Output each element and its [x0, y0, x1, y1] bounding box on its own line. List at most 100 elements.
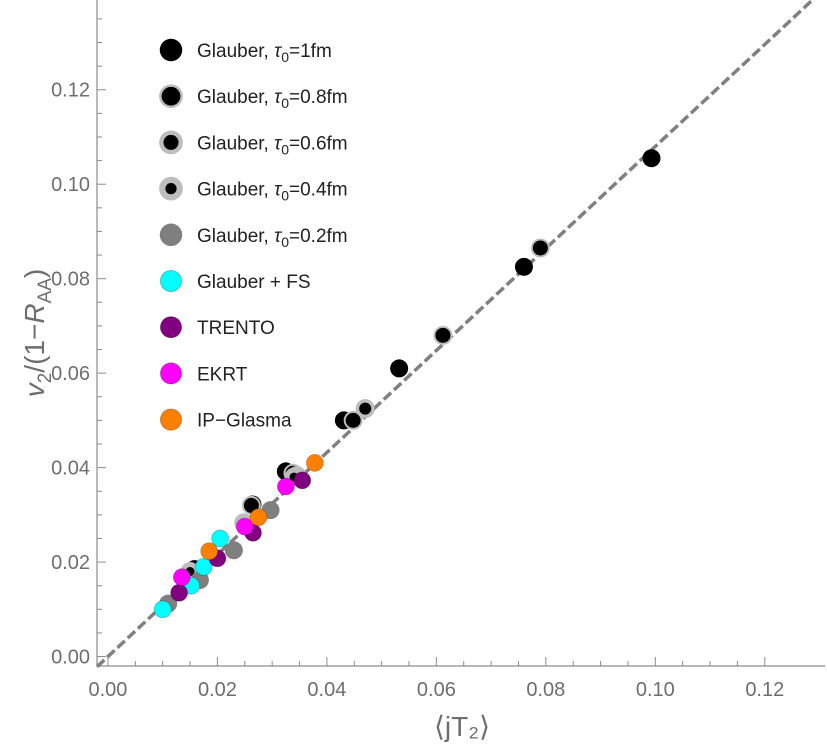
y-tick-label: 0.06	[51, 363, 90, 385]
legend-marker-dot	[160, 317, 181, 338]
x-axis-title: ⟨jT₂⟩	[434, 711, 490, 742]
legend-item: Glauber, τ0=0.2fm	[160, 224, 348, 250]
legend-label: Glauber, τ0=0.6fm	[197, 133, 348, 157]
legend-label: EKRT	[197, 364, 248, 385]
legend-item: Glauber + FS	[160, 270, 310, 293]
y-ticks: 0.00 0.02 0.04 0.06 0.08 0.10 0.12	[51, 19, 106, 669]
data-point	[250, 509, 267, 526]
legend-label-value: =0.8fm	[289, 87, 348, 108]
data-point-dot	[642, 149, 660, 167]
legend-marker-dot	[160, 270, 181, 291]
y-axis-title-mid: /(1−	[19, 324, 50, 373]
x-tick-label: 0.02	[198, 679, 237, 701]
x-tick-label: 0.12	[745, 679, 784, 701]
legend-item: Glauber, τ0=0.6fm	[159, 131, 348, 158]
data-point-dot	[201, 543, 218, 560]
legend-item: EKRT	[160, 363, 247, 386]
legend-label-prefix: Glauber,	[197, 87, 274, 108]
x-tick-label: 0.06	[417, 679, 456, 701]
data-point-dot	[390, 359, 408, 377]
legend-label: Glauber, τ0=1fm	[197, 41, 332, 65]
y-tick-label: 0.04	[51, 458, 90, 480]
legend-label-value: =0.6fm	[289, 133, 348, 154]
legend-label: IP−Glasma	[197, 411, 292, 432]
legend-marker-dot	[160, 409, 181, 430]
data-point-dot	[294, 472, 311, 489]
data-point	[531, 238, 550, 257]
legend-item: TRENTO	[160, 317, 274, 340]
x-tick-label: 0.08	[526, 679, 565, 701]
data-point-dot	[154, 601, 171, 618]
legend-label-value: =0.2fm	[289, 226, 348, 247]
legend-label: TRENTO	[197, 318, 275, 339]
y-tick-label: 0.02	[51, 552, 90, 574]
legend-marker	[159, 84, 183, 108]
x-ticks: 0.00 0.02 0.04 0.06 0.08 0.10 0.12	[88, 657, 784, 701]
legend-label: Glauber, τ0=0.8fm	[197, 87, 348, 111]
data-point	[171, 584, 188, 601]
data-point-dot	[173, 569, 190, 586]
legend-label-value: =1fm	[289, 41, 332, 62]
legend-label: Glauber + FS	[197, 272, 311, 293]
data-point	[433, 326, 452, 345]
legend-item: Glauber, τ0=0.4fm	[159, 177, 348, 204]
legend-marker	[160, 317, 181, 338]
y-tick-label: 0.00	[51, 647, 90, 669]
data-point	[201, 543, 218, 560]
legend-marker-dot	[160, 224, 183, 247]
data-point	[306, 454, 323, 471]
legend-marker-core	[162, 87, 181, 106]
data-point-dot	[225, 541, 243, 559]
legend-label-prefix: Glauber,	[197, 226, 274, 247]
data-point	[390, 359, 408, 377]
data-point-core	[533, 240, 548, 255]
data-point	[225, 541, 243, 559]
x-tick-label: 0.10	[636, 679, 675, 701]
data-point	[642, 149, 660, 167]
y-axis-title-subAA: AA	[35, 278, 56, 304]
legend-item: Glauber, τ0=0.8fm	[159, 84, 348, 111]
y-tick-label: 0.12	[51, 80, 90, 102]
y-axis-title-sub2: 2	[35, 373, 56, 384]
data-point	[173, 569, 190, 586]
legend-item: Glauber, τ0=1fm	[160, 39, 332, 65]
legend-marker-core	[165, 183, 176, 194]
legend-label-prefix: Glauber,	[197, 41, 274, 62]
legend-marker	[160, 270, 181, 291]
data-point-dot	[306, 454, 323, 471]
data-point-core	[435, 328, 450, 343]
legend-marker	[159, 177, 183, 201]
data-point	[515, 258, 533, 276]
legend-label: Glauber, τ0=0.2fm	[197, 226, 348, 250]
y-axis-title-close: )	[19, 269, 50, 278]
data-point	[356, 399, 375, 418]
legend-label-sub: 0	[281, 141, 289, 157]
legend-label-prefix: Glauber,	[197, 180, 274, 201]
legend-label-value: =0.4fm	[289, 180, 348, 201]
legend-item: IP−Glasma	[160, 409, 292, 432]
legend-marker	[160, 363, 181, 384]
legend-label-sub: 0	[281, 95, 289, 111]
x-tick-label: 0.00	[88, 679, 127, 701]
y-tick-label: 0.08	[51, 269, 90, 291]
legend-marker	[159, 131, 183, 155]
data-point-dot	[171, 584, 188, 601]
legend-marker-core	[164, 135, 179, 150]
data-point-core	[359, 403, 371, 415]
data-point-dot	[515, 258, 533, 276]
legend-marker-dot	[160, 39, 183, 62]
legend-label-sub: 0	[281, 234, 289, 250]
legend-label-prefix: Glauber,	[197, 133, 274, 154]
legend-marker	[160, 39, 183, 62]
legend-marker-dot	[160, 363, 181, 384]
data-point-dot	[277, 478, 294, 495]
data-point	[277, 478, 294, 495]
legend-label-sub: 0	[281, 188, 289, 204]
y-axis-title: v2/(1−RAA)	[19, 269, 56, 398]
x-tick-label: 0.04	[307, 679, 346, 701]
data-point-dot	[250, 509, 267, 526]
y-tick-label: 0.10	[51, 174, 90, 196]
legend-label: Glauber, τ0=0.4fm	[197, 180, 348, 204]
